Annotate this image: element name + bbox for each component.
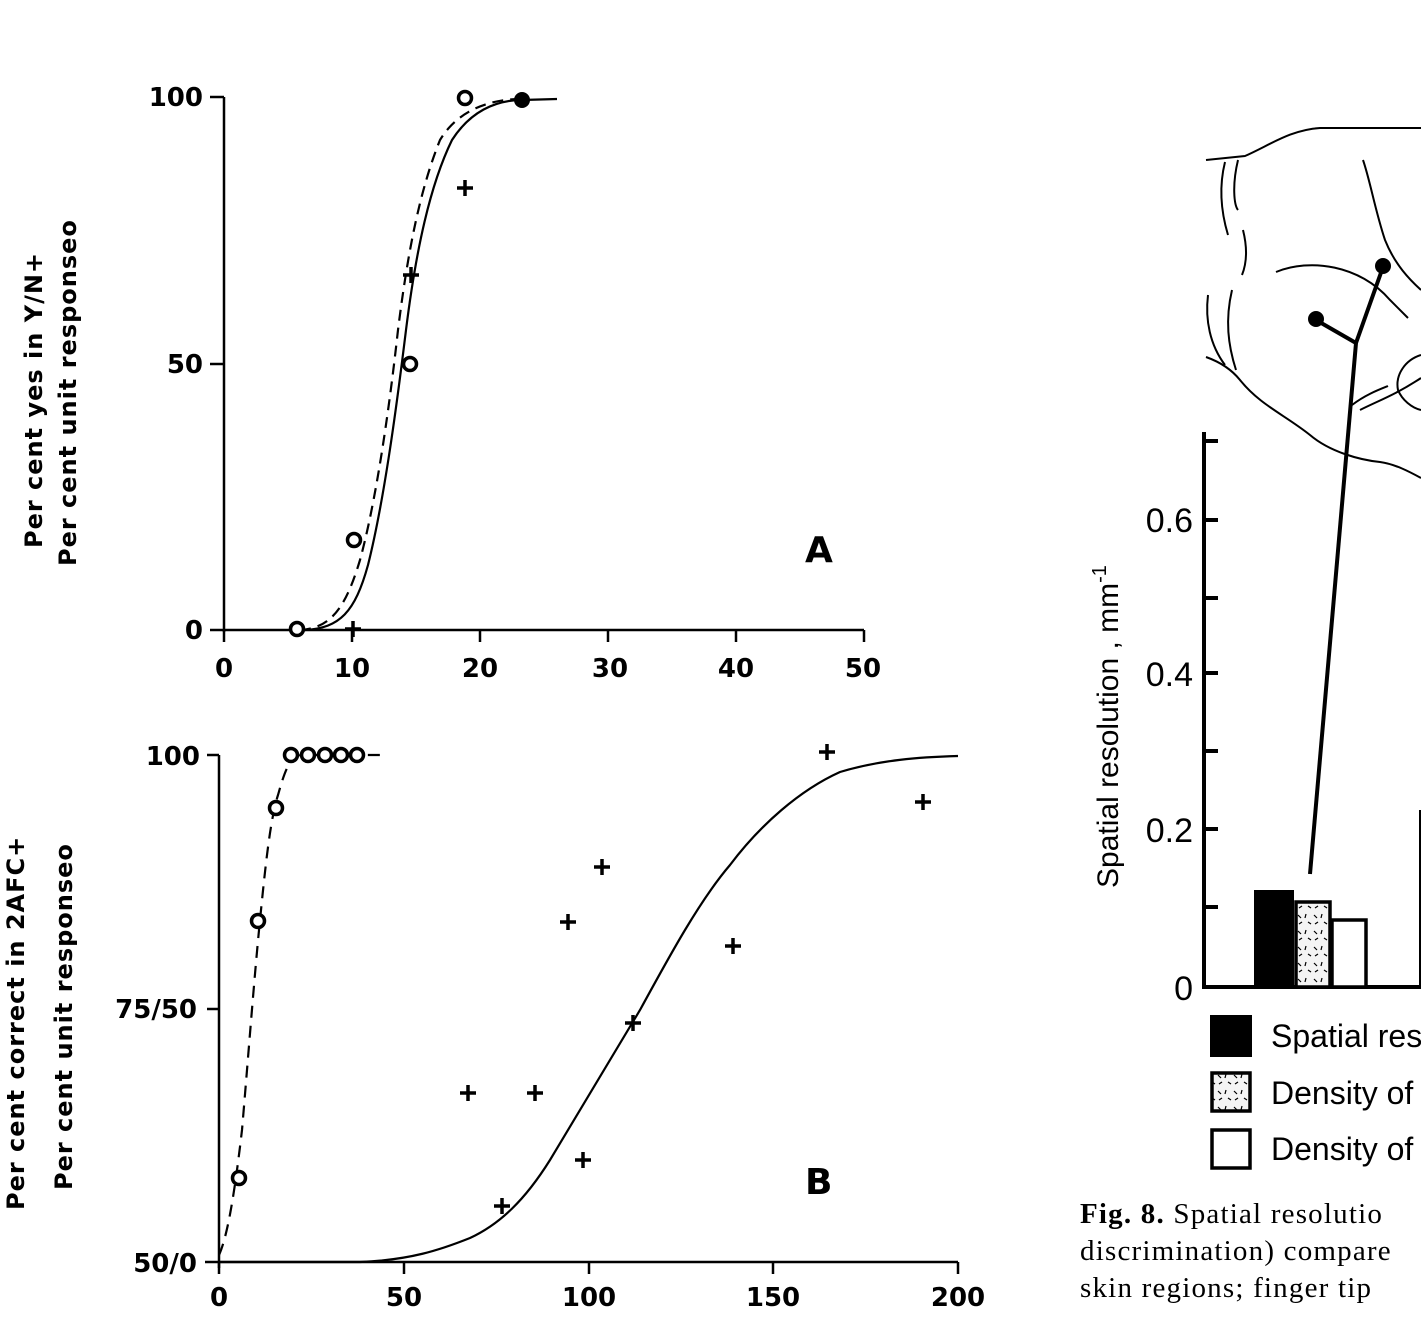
panel-b-ytick-50-0: 50/0 [133, 1249, 197, 1279]
panel-a-filled-point [514, 92, 530, 108]
receptor-dot-icon [1308, 311, 1324, 327]
panel-b-xtick-0: 0 [210, 1283, 228, 1313]
panel-b-label: B [805, 1162, 832, 1203]
legend-label-spatial-resolution: Spatial res [1271, 1018, 1421, 1054]
bar-density-empty [1330, 918, 1368, 989]
panel-b-dashed-fit-curve [217, 753, 385, 1256]
legend-label-density-2: Density of [1271, 1131, 1413, 1167]
panel-a-solid-fit-curve [304, 97, 558, 632]
panel-b-ytick-100: 100 [146, 742, 200, 772]
panel-a: Per cent yes in Y/N+ Per cent unit respo… [20, 83, 881, 684]
panel-b: Per cent correct in 2AFC+ Per cent unit … [2, 742, 985, 1313]
bar-spatial-resolution [1254, 890, 1294, 987]
panel-a-label: A [805, 530, 833, 571]
panel-a-ylabel-2: Per cent unit responseo [54, 219, 82, 566]
panel-b-xtick-150: 150 [746, 1283, 800, 1313]
receptor-pointer-line [1308, 266, 1385, 875]
right-panel: 0.6 0.4 0.2 0 Spatial resolution , mm-1 … [1089, 127, 1421, 1170]
panel-a-ytick-100: 100 [149, 83, 203, 113]
legend-swatch-solid [1210, 1015, 1252, 1057]
panel-b-solid-fit-curve [219, 754, 959, 1264]
receptor-dot-icon [1375, 258, 1391, 274]
caption-line-3: skin regions; finger tip [1080, 1272, 1373, 1304]
legend-swatch-empty [1210, 1128, 1252, 1170]
legend-label-density-1: Density of [1271, 1075, 1413, 1111]
right-ylabel: Spatial resolution , mm-1 [1089, 565, 1125, 888]
panel-a-xtick-10: 10 [334, 654, 370, 684]
caption-line-2: discrimination) compare [1080, 1235, 1392, 1267]
panel-a-xtick-30: 30 [592, 654, 628, 684]
caption-line-1: Fig. 8. Spatial resolutio [1080, 1198, 1384, 1230]
panel-a-dashed-fit-curve [299, 97, 523, 632]
panel-b-ytick-75-50: 75/50 [115, 995, 197, 1025]
panel-a-xtick-50: 50 [845, 654, 881, 684]
panel-a-ytick-50: 50 [167, 350, 203, 380]
right-ytick-0-2: 0.2 [1146, 812, 1193, 850]
figure-caption: Fig. 8. Spatial resolutio discrimination… [1080, 1196, 1421, 1307]
panel-b-2afc-points [460, 744, 931, 1214]
panel-b-ylabel-1: Per cent correct in 2AFC+ [2, 836, 30, 1210]
panel-b-ylabel-2: Per cent unit responseo [50, 843, 78, 1190]
panel-a-unit-response-points [288, 89, 474, 638]
caption-fig-number: Fig. 8. [1080, 1198, 1165, 1230]
panel-b-xtick-200: 200 [931, 1283, 985, 1313]
legend: Spatial res Density of Density of [1210, 1015, 1421, 1170]
panel-a-xtick-40: 40 [718, 654, 754, 684]
legend-swatch-speckled [1210, 1071, 1252, 1113]
panel-b-xtick-50: 50 [386, 1283, 422, 1313]
panel-a-xtick-0: 0 [215, 654, 233, 684]
panel-b-xtick-100: 100 [562, 1283, 616, 1313]
panel-a-ytick-0: 0 [185, 616, 203, 646]
right-ytick-0-4: 0.4 [1146, 656, 1193, 694]
bar-density-speckled [1294, 900, 1332, 989]
panel-b-unit-response-points [230, 746, 366, 1187]
right-ytick-0: 0 [1174, 970, 1193, 1008]
skin-region-drawing-icon [1205, 127, 1421, 479]
panel-a-yn-points [345, 180, 473, 637]
panel-a-ylabel-1: Per cent yes in Y/N+ [20, 252, 48, 548]
right-ytick-0-6: 0.6 [1146, 502, 1193, 540]
panel-a-xtick-20: 20 [462, 654, 498, 684]
